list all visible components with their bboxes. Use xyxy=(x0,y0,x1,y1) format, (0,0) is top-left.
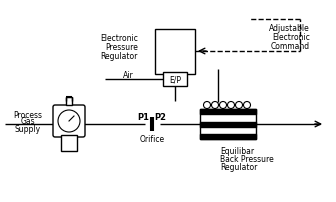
Text: Regulator: Regulator xyxy=(100,51,138,60)
Text: Gas: Gas xyxy=(21,117,35,126)
Circle shape xyxy=(244,102,251,109)
FancyBboxPatch shape xyxy=(163,73,187,87)
Text: Adjustable: Adjustable xyxy=(269,23,310,32)
FancyBboxPatch shape xyxy=(53,105,85,137)
Text: Pressure: Pressure xyxy=(105,42,138,51)
FancyBboxPatch shape xyxy=(200,122,256,127)
Text: Orifice: Orifice xyxy=(139,134,165,143)
Text: Equilibar: Equilibar xyxy=(220,147,254,156)
Text: Supply: Supply xyxy=(15,124,41,133)
Text: Process: Process xyxy=(13,110,42,119)
Circle shape xyxy=(227,102,235,109)
FancyBboxPatch shape xyxy=(155,30,195,75)
Text: E/P: E/P xyxy=(169,75,181,84)
Text: Regulator: Regulator xyxy=(220,163,257,172)
Text: Air: Air xyxy=(123,70,133,79)
FancyBboxPatch shape xyxy=(200,109,256,139)
FancyBboxPatch shape xyxy=(200,109,256,115)
Circle shape xyxy=(204,102,210,109)
Circle shape xyxy=(219,102,226,109)
FancyBboxPatch shape xyxy=(200,134,256,139)
Text: Back Pressure: Back Pressure xyxy=(220,155,274,164)
FancyBboxPatch shape xyxy=(61,135,77,151)
Text: Electronic: Electronic xyxy=(100,33,138,42)
Circle shape xyxy=(236,102,243,109)
Circle shape xyxy=(58,110,80,132)
Circle shape xyxy=(211,102,218,109)
Text: P2: P2 xyxy=(154,112,166,121)
FancyBboxPatch shape xyxy=(66,98,72,105)
Text: P1: P1 xyxy=(137,112,149,121)
Text: Command: Command xyxy=(271,41,310,50)
Text: Electronic: Electronic xyxy=(272,32,310,41)
